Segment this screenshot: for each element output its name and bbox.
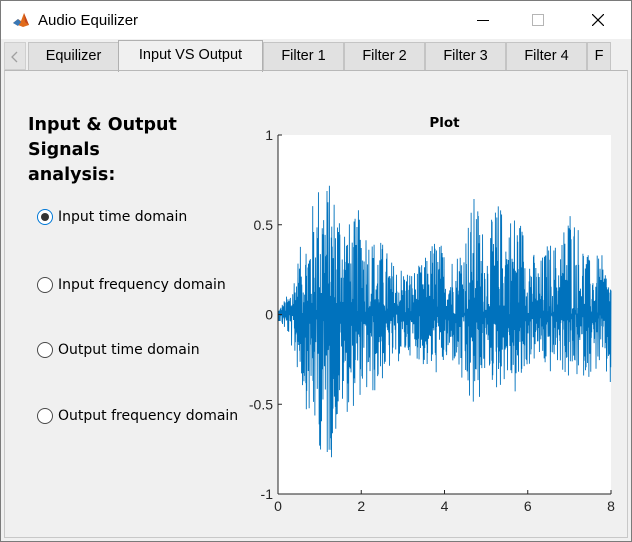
- maximize-button[interactable]: [516, 1, 562, 39]
- tab-strip: Equilizer Input VS Output Filter 1 Filte…: [1, 39, 631, 72]
- radio-button[interactable]: [37, 408, 53, 424]
- radio-label[interactable]: Input frequency domain: [58, 277, 226, 293]
- plot-title: Plot: [429, 115, 460, 131]
- matlab-icon: [12, 11, 30, 29]
- y-tick-label: -1: [261, 486, 274, 502]
- x-tick-label: 2: [357, 498, 365, 514]
- y-tick-label: 1: [265, 127, 273, 143]
- radio-label[interactable]: Output frequency domain: [58, 408, 239, 424]
- x-tick-label: 4: [441, 498, 449, 514]
- window-title: Audio Equilizer: [38, 12, 139, 29]
- section-heading-line1: Input & Output Signals: [28, 115, 177, 160]
- y-tick-label: -0.5: [249, 396, 273, 412]
- x-tick-label: 0: [274, 498, 282, 514]
- radio-selected-dot: [41, 213, 49, 221]
- tab-filter-5-partial[interactable]: F: [587, 42, 611, 71]
- radio-button[interactable]: [37, 342, 53, 358]
- section-heading-line2: analysis:: [28, 165, 116, 185]
- tab-panel: [4, 70, 628, 538]
- radio-label[interactable]: Output time domain: [58, 342, 200, 358]
- minimize-icon: [477, 20, 489, 21]
- y-tick-label: 0.5: [254, 217, 274, 233]
- radio-label[interactable]: Input time domain: [58, 209, 188, 225]
- tab-filter-3[interactable]: Filter 3: [425, 42, 506, 71]
- x-tick-label: 6: [524, 498, 532, 514]
- radio-button[interactable]: [37, 277, 53, 293]
- x-tick-label: 8: [607, 498, 615, 514]
- y-tick-label: 0: [265, 307, 273, 323]
- maximize-icon: [532, 14, 544, 26]
- signal-line: [277, 185, 612, 458]
- minimize-button[interactable]: [461, 1, 507, 39]
- title-bar: Audio Equilizer: [1, 1, 631, 39]
- signal-plot[interactable]: Plot 0 2 4 6 8 1 0.5 0 -0.5 -1: [241, 106, 626, 526]
- tab-scroll-left-button[interactable]: [4, 42, 26, 70]
- tab-equilizer[interactable]: Equilizer: [28, 42, 119, 71]
- chevron-left-icon: [11, 51, 18, 63]
- tab-filter-2[interactable]: Filter 2: [344, 42, 425, 71]
- radio-button[interactable]: [37, 209, 53, 225]
- close-button[interactable]: [576, 1, 622, 39]
- tab-filter-4[interactable]: Filter 4: [506, 42, 587, 71]
- tab-filter-1[interactable]: Filter 1: [263, 42, 344, 71]
- section-heading: Input & Output Signals analysis:: [28, 113, 253, 188]
- tab-input-vs-output[interactable]: Input VS Output: [118, 40, 263, 72]
- close-icon: [592, 14, 604, 26]
